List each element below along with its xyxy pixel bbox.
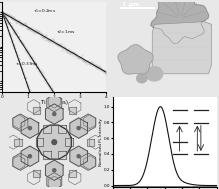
Circle shape [28,155,32,158]
Polygon shape [81,153,95,170]
Circle shape [77,126,80,130]
Circle shape [77,155,80,158]
Polygon shape [58,151,65,159]
Polygon shape [14,139,21,146]
Circle shape [28,126,32,130]
Polygon shape [69,170,76,177]
Circle shape [52,140,57,145]
Polygon shape [118,45,153,74]
Polygon shape [47,173,62,189]
Text: 1 μm: 1 μm [122,2,140,7]
Polygon shape [70,146,87,166]
Polygon shape [43,125,51,133]
Polygon shape [21,146,39,166]
Polygon shape [146,67,163,81]
Polygon shape [87,139,94,146]
Polygon shape [32,107,40,114]
Polygon shape [47,94,62,112]
Polygon shape [13,114,28,131]
Circle shape [53,169,56,172]
Polygon shape [152,22,212,74]
Polygon shape [43,151,51,159]
Polygon shape [69,107,76,114]
Polygon shape [37,125,71,159]
Polygon shape [81,114,95,131]
Polygon shape [32,170,40,177]
Polygon shape [13,153,28,170]
Polygon shape [137,74,147,83]
Text: $\tau$=0.37ms: $\tau$=0.37ms [15,60,39,67]
Polygon shape [58,125,65,133]
Polygon shape [46,104,63,124]
Circle shape [53,112,56,115]
Polygon shape [65,138,73,146]
Polygon shape [70,118,87,138]
Polygon shape [21,118,39,138]
Polygon shape [151,0,209,44]
X-axis label: Time (ms): Time (ms) [41,100,68,105]
Text: $\tau_1$=0.2ms: $\tau_1$=0.2ms [34,8,57,15]
Polygon shape [35,138,43,146]
Text: $\tau_2$=1ms: $\tau_2$=1ms [56,28,76,36]
Polygon shape [46,160,63,180]
Y-axis label: Normalised PL Intensity: Normalised PL Intensity [99,118,103,166]
